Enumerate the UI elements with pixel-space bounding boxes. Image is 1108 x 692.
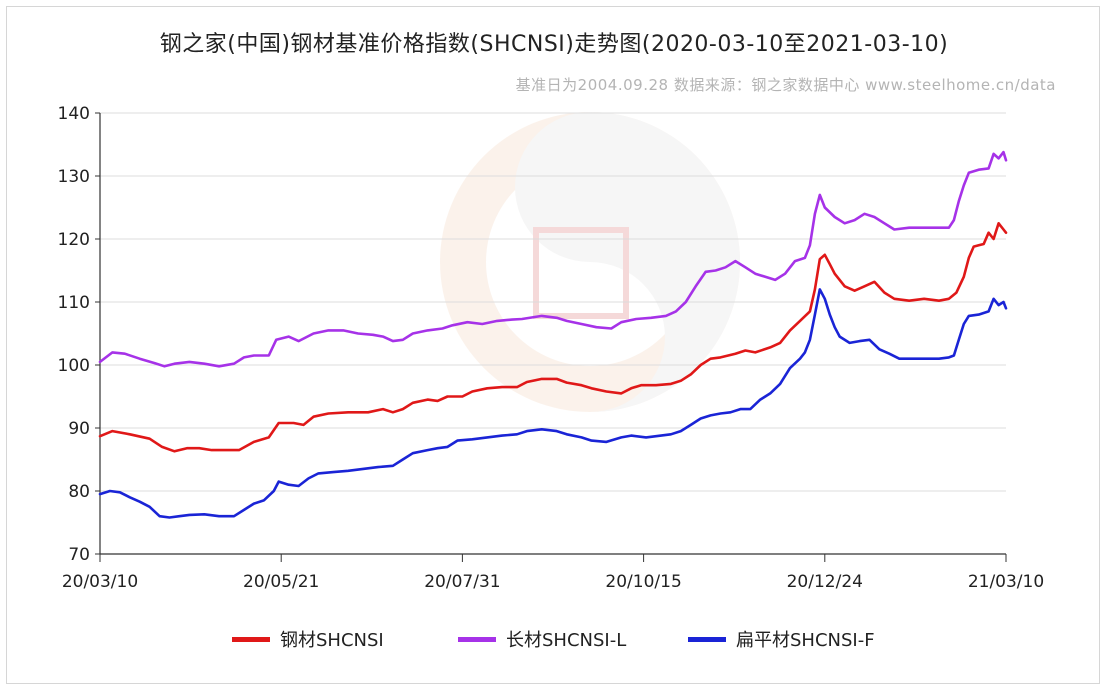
x-tick-label: 20/07/31: [424, 572, 500, 592]
legend-label: 长材SHCNSI-L: [506, 630, 627, 651]
y-tick-label: 80: [68, 482, 90, 502]
chart-title: 钢之家(中国)钢材基准价格指数(SHCNSI)走势图(2020-03-10至20…: [159, 32, 949, 57]
legend-item: 钢材SHCNSI: [232, 626, 384, 652]
y-tick-label: 70: [68, 545, 90, 565]
y-tick-label: 120: [58, 230, 90, 250]
y-tick-label: 140: [58, 104, 90, 124]
x-tick-label: 20/10/15: [605, 572, 681, 592]
legend-item: 长材SHCNSI-L: [458, 626, 626, 652]
series-line-1: [98, 150, 1008, 368]
legend-label: 钢材SHCNSI: [280, 630, 384, 651]
chart-subtitle: 基准日为2004.09.28 数据来源：钢之家数据中心 www.steelhom…: [515, 76, 1056, 94]
watermark-logo: [440, 112, 740, 412]
y-tick-label: 130: [58, 167, 90, 187]
series-line-0: [98, 222, 1008, 453]
chart-frame: [6, 6, 1100, 684]
x-tick-label: 21/03/10: [968, 572, 1044, 592]
series-line-2: [98, 288, 1008, 519]
chart-legend: 钢材SHCNSI 长材SHCNSI-L 扁平材SHCNSI-F: [0, 626, 1108, 656]
legend-swatch: [688, 636, 726, 642]
legend-label: 扁平材SHCNSI-F: [736, 630, 875, 651]
x-tick-label: 20/12/24: [787, 572, 863, 592]
x-tick-label: 20/05/21: [243, 572, 319, 592]
legend-swatch: [232, 636, 270, 642]
legend-swatch: [458, 636, 496, 642]
y-tick-label: 110: [58, 293, 90, 313]
legend-item: 扁平材SHCNSI-F: [688, 626, 875, 652]
y-tick-label: 90: [68, 419, 90, 439]
y-tick-label: 100: [58, 356, 90, 376]
x-tick-label: 20/03/10: [62, 572, 138, 592]
